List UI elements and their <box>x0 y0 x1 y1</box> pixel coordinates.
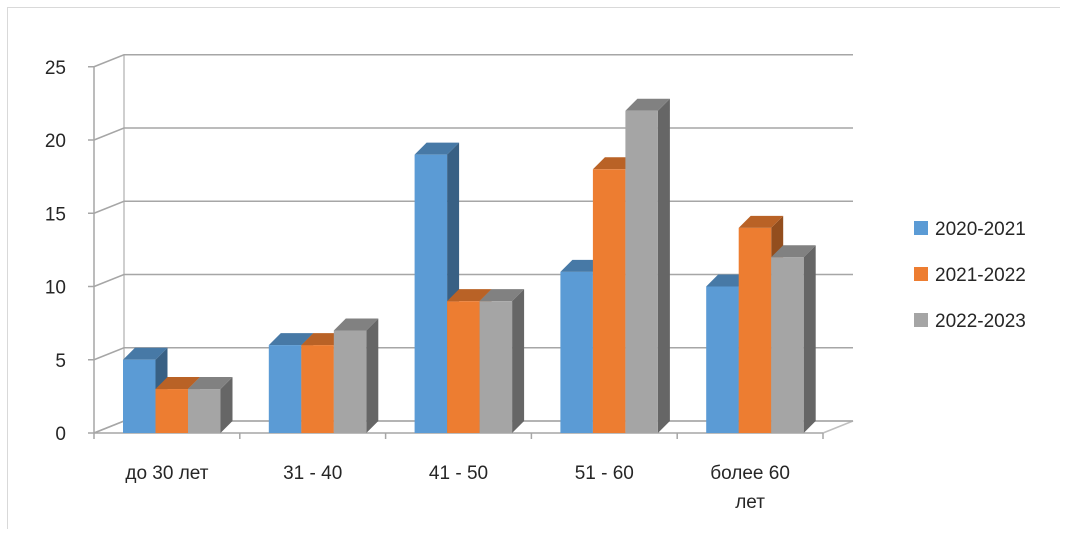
legend-item: 2020-2021 <box>914 219 1026 240</box>
bar-top <box>188 377 233 390</box>
chart-frame <box>7 7 1060 529</box>
gridline <box>93 200 853 214</box>
bar-front <box>123 359 156 433</box>
legend-label: 2022-2023 <box>935 311 1026 332</box>
x-tick-label: 41 - 50 <box>429 463 488 484</box>
legend-item: 2022-2023 <box>914 311 1026 332</box>
gridline <box>93 127 853 141</box>
bar-front <box>771 257 804 433</box>
y-axis: 0 5 10 15 20 25 <box>45 58 95 445</box>
bar-front <box>301 345 334 433</box>
bar-front <box>706 286 739 433</box>
legend-item: 2021-2022 <box>914 265 1026 286</box>
bar <box>188 377 233 433</box>
bar-top <box>268 333 314 346</box>
bar-side <box>512 289 525 433</box>
x-tick-label: более 60 <box>710 463 790 484</box>
bar-side <box>803 245 816 433</box>
bar-top <box>738 215 784 228</box>
bar-side <box>366 318 379 433</box>
bar-front <box>155 389 188 433</box>
bar-front <box>738 227 772 433</box>
gridline <box>93 54 853 68</box>
y-tick-label: 20 <box>45 131 66 152</box>
legend-label: 2021-2022 <box>935 265 1026 286</box>
x-tick-label: лет <box>735 492 765 513</box>
bars <box>123 98 816 434</box>
bar-front <box>188 389 221 433</box>
bar-front <box>625 110 658 433</box>
bar <box>771 245 816 433</box>
bar-front <box>333 330 367 433</box>
bar-front <box>414 154 448 433</box>
bar-side <box>657 98 670 433</box>
legend-label: 2020-2021 <box>935 219 1026 240</box>
x-tick-label: 51 - 60 <box>575 463 634 484</box>
y-tick-label: 10 <box>45 278 66 299</box>
legend-swatch <box>914 267 928 281</box>
bar-side <box>220 377 233 433</box>
bar-front <box>268 345 302 433</box>
y-tick-label: 5 <box>55 351 66 372</box>
y-tick-label: 15 <box>45 204 66 225</box>
bar-top <box>414 142 460 155</box>
bar <box>479 289 525 433</box>
bar-front <box>447 301 480 433</box>
bar-top <box>333 318 379 331</box>
x-tick-label: до 30 лет <box>125 463 208 484</box>
legend-swatch <box>914 221 928 235</box>
bar <box>625 98 670 433</box>
y-tick-label: 0 <box>55 424 66 445</box>
bar-top <box>155 377 200 390</box>
bar-top <box>123 347 168 360</box>
x-tick-label: 31 - 40 <box>283 463 342 484</box>
y-tick-label: 25 <box>45 58 66 79</box>
bar-front <box>560 271 593 433</box>
bar-top <box>625 98 670 111</box>
bar <box>333 318 379 433</box>
bar-top <box>771 245 816 258</box>
bar-top <box>447 289 492 302</box>
x-axis: до 30 лет 31 - 40 41 - 50 51 - 60 более 60 ле… <box>93 432 824 513</box>
bar-front <box>479 301 513 433</box>
bar-top <box>479 289 525 302</box>
legend-swatch <box>914 313 928 327</box>
legend: 2020-2021 2021-2022 2022-2023 <box>914 219 1026 332</box>
bar-front <box>592 169 626 434</box>
